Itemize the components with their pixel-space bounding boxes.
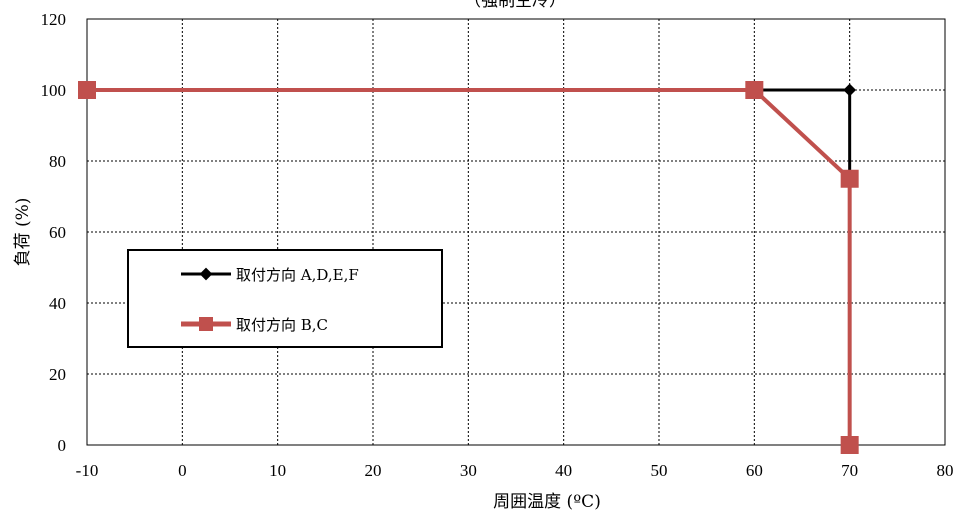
data-point-series-2 xyxy=(840,436,859,454)
y-axis-title: 負荷 (%) xyxy=(13,198,33,267)
legend-marker-series-1 xyxy=(199,267,213,281)
y-tick-label: 80 xyxy=(49,152,66,171)
series-line-2 xyxy=(87,88,852,445)
y-tick-label: 20 xyxy=(49,365,66,384)
y-tick-labels: 0 20 40 60 80 100 120 xyxy=(41,10,67,455)
x-tick-label: 10 xyxy=(269,461,286,480)
y-tick-label: 120 xyxy=(41,10,67,29)
x-tick-label: 20 xyxy=(365,461,382,480)
y-tick-label: 100 xyxy=(41,81,67,100)
data-point-series-1 xyxy=(843,83,857,97)
series-group xyxy=(78,81,859,454)
x-tick-label: 80 xyxy=(937,461,954,480)
data-point-series-2 xyxy=(745,81,764,99)
x-tick-label: 50 xyxy=(651,461,668,480)
y-tick-label: 60 xyxy=(49,223,66,242)
x-tick-label: 30 xyxy=(460,461,477,480)
y-tick-label: 0 xyxy=(58,436,67,455)
x-tick-labels: -10 0 10 20 30 40 50 60 70 80 xyxy=(76,461,954,480)
legend-box xyxy=(127,249,443,348)
x-tick-label: 40 xyxy=(555,461,572,480)
x-tick-label: 0 xyxy=(178,461,187,480)
x-axis-title: 周囲温度 (ºC) xyxy=(493,492,601,512)
legend-label-series-1: 取付方向 A,D,E,F xyxy=(236,266,359,284)
legend: 取付方向 A,D,E,F 取付方向 B,C xyxy=(127,249,443,348)
data-point-series-2 xyxy=(78,81,96,99)
x-tick-label: 60 xyxy=(746,461,763,480)
y-tick-label: 40 xyxy=(49,294,66,313)
grid-lines xyxy=(87,19,945,445)
legend-label-series-2: 取付方向 B,C xyxy=(236,316,328,334)
chart-title: （強制空冷） xyxy=(464,0,566,11)
x-tick-label: 70 xyxy=(841,461,858,480)
data-point-series-2 xyxy=(840,169,859,188)
plot-area-border xyxy=(86,18,946,446)
legend-marker-series-2 xyxy=(199,317,213,331)
x-tick-label: -10 xyxy=(76,461,99,480)
